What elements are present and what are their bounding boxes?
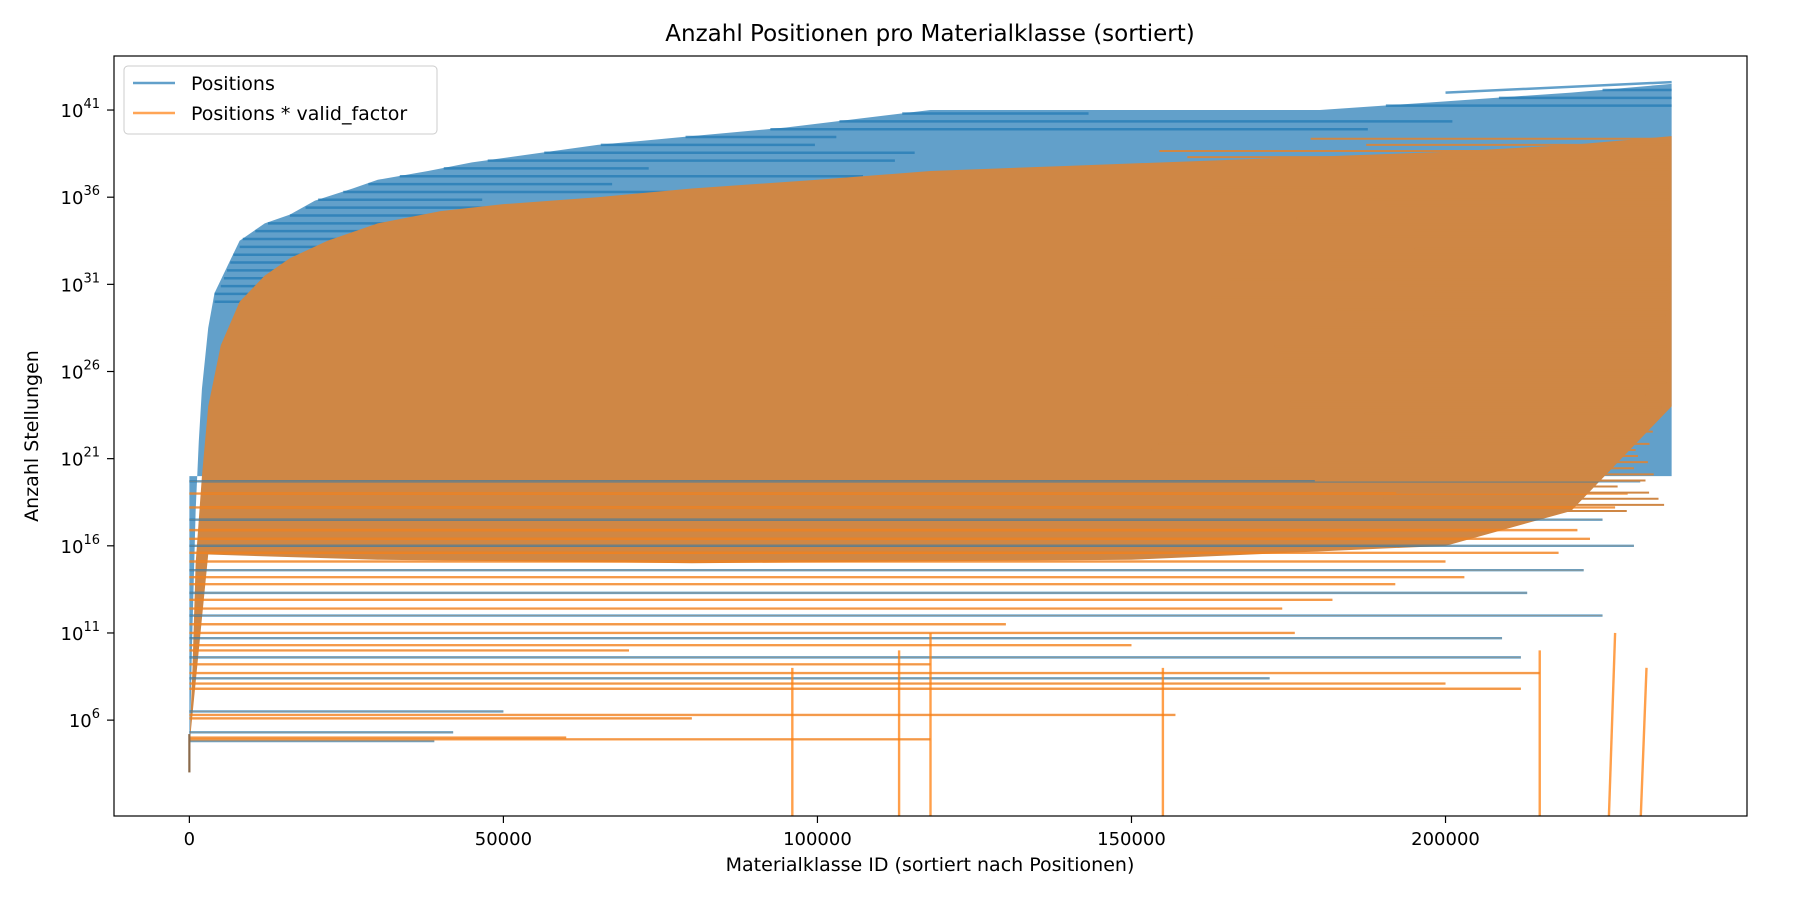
x-axis: 0 50000 100000 150000 200000	[184, 816, 1480, 850]
y-tick-label: 1016	[61, 533, 100, 558]
y-tick-label: 1021	[61, 446, 100, 471]
chart-title: Anzahl Positionen pro Materialklasse (so…	[665, 21, 1194, 47]
y-axis-label: Anzahl Stellungen	[21, 350, 43, 522]
x-tick-label: 50000	[475, 829, 532, 850]
legend-box	[123, 65, 438, 135]
series-positions-valid-factor-area	[189, 136, 1672, 747]
x-tick-label: 100000	[783, 829, 852, 850]
y-tick-label: 1041	[61, 97, 100, 122]
x-axis-label: Materialklasse ID (sortiert nach Positio…	[726, 854, 1135, 876]
plot-frame	[113, 55, 1748, 817]
y-tick-label: 1031	[61, 271, 100, 296]
series-positions-valid-factor-drop-line	[1607, 632, 1617, 816]
y-tick-label: 1011	[61, 620, 100, 645]
legend-label-positions: Positions	[191, 73, 275, 95]
data-fill-layer	[188, 80, 1672, 816]
y-tick-label: 1036	[61, 184, 100, 209]
y-axis: 106 1011 1016 1021 1026 1031 1036 1041	[61, 97, 114, 732]
y-tick-label: 1026	[61, 359, 100, 384]
x-tick-label: 0	[184, 829, 195, 850]
x-tick-label: 150000	[1097, 829, 1166, 850]
series-positions-valid-factor-drop-line	[1639, 667, 1648, 816]
legend: Positions Positions * valid_factor	[123, 65, 438, 135]
legend-label-positions-valid-factor: Positions * valid_factor	[191, 103, 407, 125]
series-positions-end-segment	[1445, 80, 1672, 94]
x-tick-label: 200000	[1411, 829, 1480, 850]
y-tick-label: 106	[69, 707, 100, 732]
